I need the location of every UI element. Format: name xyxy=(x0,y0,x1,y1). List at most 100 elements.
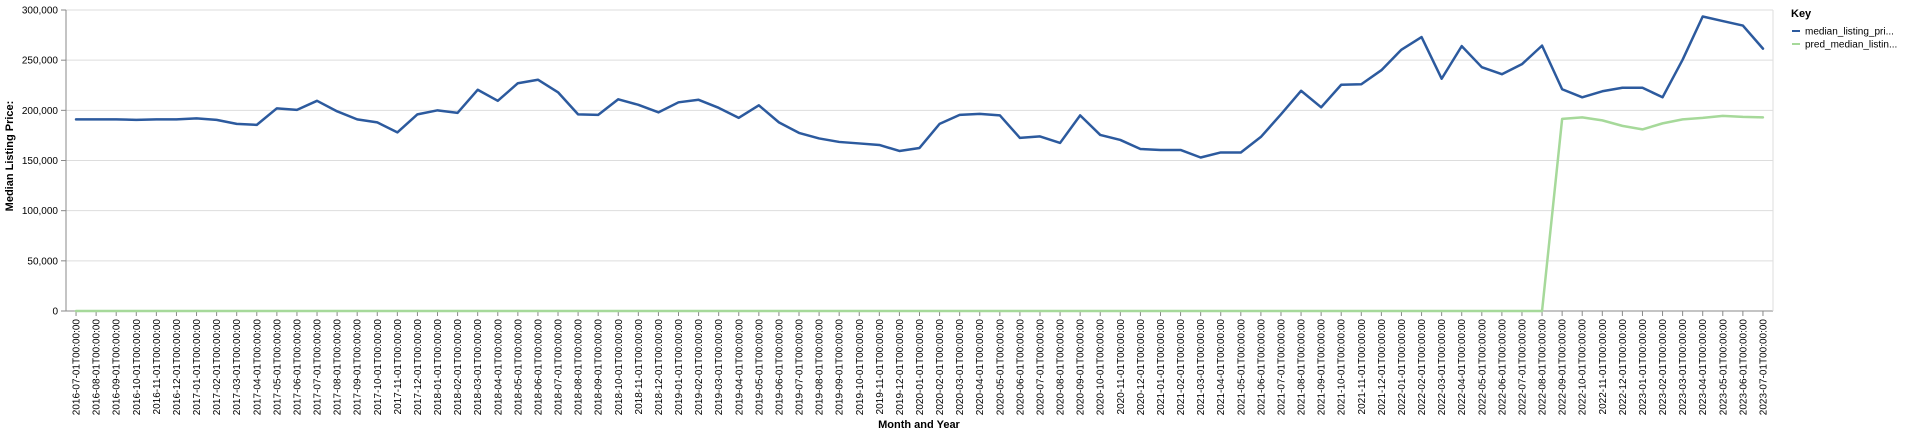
x-tick-label: 2023-01-01T00:00:00 xyxy=(1638,319,1649,416)
x-tick-label: 2018-07-01T00:00:00 xyxy=(554,319,565,416)
legend-title: Key xyxy=(1791,8,1812,20)
x-tick-label: 2021-09-01T00:00:00 xyxy=(1317,319,1328,416)
y-tick-label: 250,000 xyxy=(22,56,59,67)
x-tick-label: 2019-08-01T00:00:00 xyxy=(815,319,826,416)
x-tick-label: 2017-08-01T00:00:00 xyxy=(333,319,344,416)
x-tick-label: 2020-02-01T00:00:00 xyxy=(935,319,946,416)
x-tick-label: 2021-12-01T00:00:00 xyxy=(1377,319,1388,416)
x-tick-label: 2019-02-01T00:00:00 xyxy=(694,319,705,416)
x-tick-label: 2019-12-01T00:00:00 xyxy=(895,319,906,416)
x-tick-label: 2020-07-01T00:00:00 xyxy=(1035,319,1046,416)
x-tick-label: 2023-02-01T00:00:00 xyxy=(1658,319,1669,416)
x-tick-label: 2021-01-01T00:00:00 xyxy=(1156,319,1167,416)
series-line-1 xyxy=(74,15,1765,159)
x-tick-label: 2017-09-01T00:00:00 xyxy=(353,319,364,416)
y-tick-label: 200,000 xyxy=(22,106,59,117)
x-tick-label: 2020-09-01T00:00:00 xyxy=(1076,319,1087,416)
x-tick-label: 2018-08-01T00:00:00 xyxy=(574,319,585,416)
x-tick-label: 2022-01-01T00:00:00 xyxy=(1397,319,1408,416)
y-tick-label: 150,000 xyxy=(22,156,59,167)
x-tick-label: 2017-10-01T00:00:00 xyxy=(373,319,384,416)
x-tick-label: 2021-02-01T00:00:00 xyxy=(1176,319,1187,416)
legend-items: median_listing_pri... pred_median_listin.… xyxy=(1792,27,1897,51)
x-tick-label: 2018-12-01T00:00:00 xyxy=(654,319,665,416)
x-tick-label: 2018-02-01T00:00:00 xyxy=(453,319,464,416)
x-tick-label: 2022-02-01T00:00:00 xyxy=(1417,319,1428,416)
legend-label: median_listing_pri... xyxy=(1805,27,1894,38)
series-lines xyxy=(74,15,1765,313)
x-tick-label: 2017-06-01T00:00:00 xyxy=(292,319,303,416)
x-tick-label: 2016-09-01T00:00:00 xyxy=(112,319,123,416)
x-tick-label: 2017-02-01T00:00:00 xyxy=(212,319,223,416)
x-tick-label: 2018-04-01T00:00:00 xyxy=(493,319,504,416)
x-tick-label: 2017-05-01T00:00:00 xyxy=(272,319,283,416)
x-tick-label: 2020-12-01T00:00:00 xyxy=(1136,319,1147,416)
y-tick-label: 0 xyxy=(52,307,58,318)
x-tick-label: 2018-11-01T00:00:00 xyxy=(634,319,645,415)
x-tick-label: 2020-04-01T00:00:00 xyxy=(975,319,986,416)
x-tick-label: 2021-03-01T00:00:00 xyxy=(1196,319,1207,416)
x-axis-title: Month and Year xyxy=(878,419,960,431)
x-tick-label: 2016-08-01T00:00:00 xyxy=(92,319,103,416)
x-tick-label: 2020-10-01T00:00:00 xyxy=(1096,319,1107,416)
x-tick-label: 2019-09-01T00:00:00 xyxy=(835,319,846,416)
x-tick-label: 2023-03-01T00:00:00 xyxy=(1678,319,1689,416)
x-tick-label: 2020-05-01T00:00:00 xyxy=(995,319,1006,416)
x-tick-label: 2016-12-01T00:00:00 xyxy=(172,319,183,416)
x-tick-label: 2019-05-01T00:00:00 xyxy=(754,319,765,416)
x-tick-label: 2020-06-01T00:00:00 xyxy=(1015,319,1026,416)
y-axis-title: Median Listing Price: xyxy=(4,101,16,212)
x-tick-label: 2019-01-01T00:00:00 xyxy=(674,319,685,416)
x-tick-label: 2023-07-01T00:00:00 xyxy=(1758,319,1769,416)
x-tick-label: 2022-06-01T00:00:00 xyxy=(1497,319,1508,416)
x-tick-label: 2023-04-01T00:00:00 xyxy=(1698,319,1709,416)
x-tick-label: 2022-05-01T00:00:00 xyxy=(1477,319,1488,416)
legend-label: pred_median_listin... xyxy=(1805,40,1897,51)
x-tick-label: 2022-11-01T00:00:00 xyxy=(1598,319,1609,415)
x-tick-label: 2019-11-01T00:00:00 xyxy=(875,319,886,415)
x-tick-label: 2018-06-01T00:00:00 xyxy=(533,319,544,416)
x-tick-label: 2018-09-01T00:00:00 xyxy=(594,319,605,416)
x-tick-label: 2020-08-01T00:00:00 xyxy=(1056,319,1067,416)
y-tick-label: 300,000 xyxy=(22,6,59,17)
x-tick-label: 2023-05-01T00:00:00 xyxy=(1718,319,1729,416)
y-tick-label: 100,000 xyxy=(22,206,59,217)
x-tick-label: 2017-01-01T00:00:00 xyxy=(192,319,203,416)
x-tick-label: 2019-03-01T00:00:00 xyxy=(714,319,725,416)
gridlines xyxy=(66,9,1773,312)
x-tick-label: 2022-04-01T00:00:00 xyxy=(1457,319,1468,416)
x-tick-label: 2017-11-01T00:00:00 xyxy=(393,319,404,415)
series-line-2 xyxy=(74,114,1765,313)
x-tick-label: 2016-11-01T00:00:00 xyxy=(152,319,163,415)
x-tick-label: 2022-08-01T00:00:00 xyxy=(1538,319,1549,416)
y-tick-label: 50,000 xyxy=(27,256,58,267)
x-tick-label: 2021-10-01T00:00:00 xyxy=(1337,319,1348,416)
x-tick-label: 2019-07-01T00:00:00 xyxy=(795,319,806,416)
x-tick-label: 2017-03-01T00:00:00 xyxy=(232,319,243,416)
x-tick-label: 2021-07-01T00:00:00 xyxy=(1276,319,1287,416)
x-tick-label: 2022-09-01T00:00:00 xyxy=(1558,319,1569,416)
x-tick-label: 2020-03-01T00:00:00 xyxy=(955,319,966,416)
x-tick-label: 2018-01-01T00:00:00 xyxy=(433,319,444,416)
legend: Key median_listing_pri... pred_median_lis… xyxy=(1791,8,1897,51)
y-axis-ticks: 0 50,000 100,000 150,000 200,000 250,000 300,0… xyxy=(22,6,66,318)
x-tick-label: 2018-05-01T00:00:00 xyxy=(513,319,524,416)
x-tick-label: 2020-01-01T00:00:00 xyxy=(915,319,926,416)
x-tick-label: 2022-07-01T00:00:00 xyxy=(1517,319,1528,416)
x-tick-label: 2017-07-01T00:00:00 xyxy=(313,319,324,416)
x-tick-label: 2018-03-01T00:00:00 xyxy=(473,319,484,416)
x-tick-label: 2022-12-01T00:00:00 xyxy=(1618,319,1629,416)
x-tick-label: 2016-10-01T00:00:00 xyxy=(132,319,143,416)
x-tick-label: 2021-04-01T00:00:00 xyxy=(1216,319,1227,416)
x-tick-label: 2021-06-01T00:00:00 xyxy=(1256,319,1267,416)
x-tick-label: 2020-11-01T00:00:00 xyxy=(1116,319,1127,415)
x-tick-label: 2019-06-01T00:00:00 xyxy=(774,319,785,416)
x-tick-label: 2017-04-01T00:00:00 xyxy=(252,319,263,416)
x-tick-label: 2021-08-01T00:00:00 xyxy=(1297,319,1308,416)
x-tick-label: 2022-03-01T00:00:00 xyxy=(1437,319,1448,416)
x-tick-label: 2019-10-01T00:00:00 xyxy=(855,319,866,416)
x-tick-label: 2021-05-01T00:00:00 xyxy=(1236,319,1247,416)
x-tick-label: 2018-10-01T00:00:00 xyxy=(614,319,625,416)
x-tick-label: 2021-11-01T00:00:00 xyxy=(1357,319,1368,415)
